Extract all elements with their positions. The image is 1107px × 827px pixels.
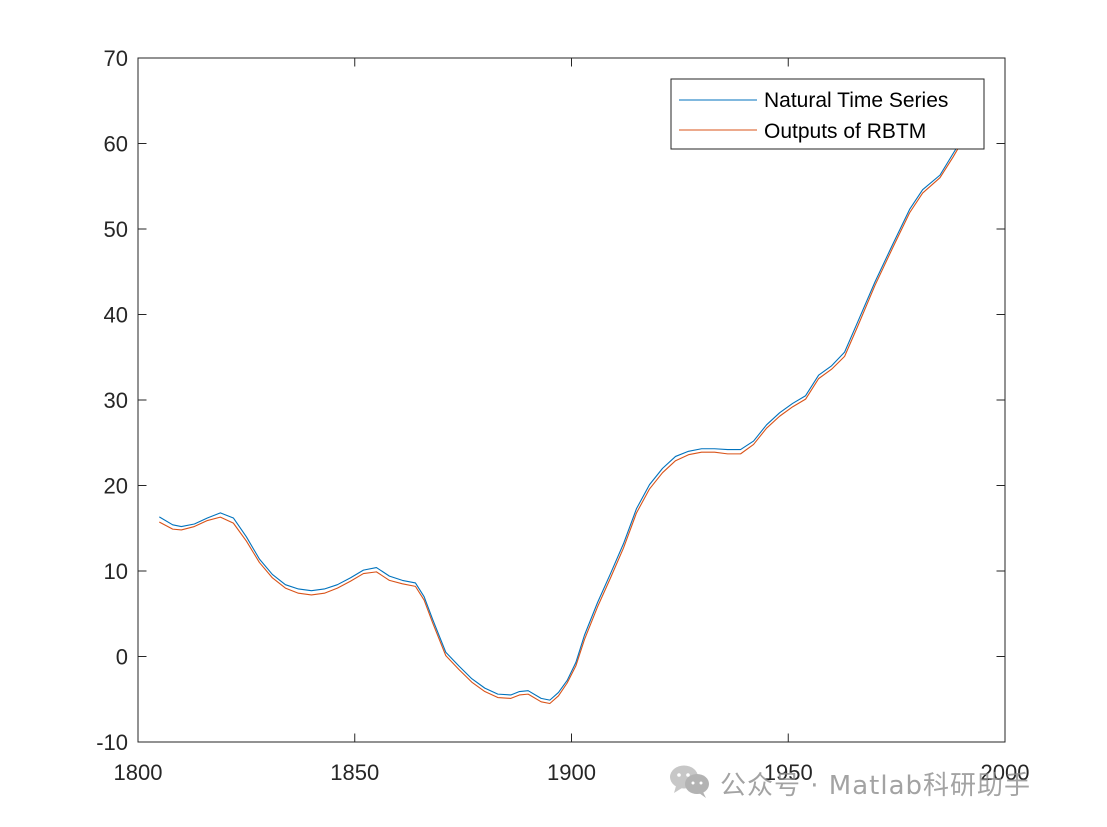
legend-box bbox=[670, 78, 985, 150]
series-line-natural bbox=[159, 113, 984, 701]
tick-layer: 1800 1850 1900 1950 2000 -10 0 10 20 30 40 50 60 70 bbox=[96, 46, 1029, 785]
y-tick-label: 0 bbox=[116, 645, 128, 670]
x-tick-label: 2000 bbox=[981, 760, 1030, 785]
y-tick-label: -10 bbox=[96, 730, 128, 755]
y-tick-label: 10 bbox=[104, 559, 128, 584]
wechat-icon bbox=[668, 762, 712, 805]
y-tick-label: 40 bbox=[104, 303, 128, 328]
x-tick-label: 1850 bbox=[330, 760, 379, 785]
y-tick-label: 50 bbox=[104, 217, 128, 242]
plot-area bbox=[138, 58, 1005, 742]
x-tick-label: 1900 bbox=[547, 760, 596, 785]
series-layer bbox=[159, 113, 984, 705]
watermark-text: 公众号 · Matlab科研助手 bbox=[720, 770, 1032, 801]
watermark: 公众号 · Matlab科研助手 bbox=[668, 760, 1031, 806]
y-tick-label: 20 bbox=[104, 474, 128, 499]
legend: Natural Time Series Outputs of RBTM bbox=[670, 78, 985, 150]
x-tick-label: 1950 bbox=[764, 760, 813, 785]
legend-label-natural: Natural Time Series bbox=[764, 89, 948, 112]
legend-label-rbtm: Outputs of RBTM bbox=[764, 120, 926, 143]
y-tick-label: 30 bbox=[104, 388, 128, 413]
series-line-rbtm bbox=[159, 114, 984, 705]
x-tick-label: 1800 bbox=[114, 760, 163, 785]
y-tick-label: 70 bbox=[104, 46, 128, 71]
y-tick-label: 60 bbox=[104, 132, 128, 157]
